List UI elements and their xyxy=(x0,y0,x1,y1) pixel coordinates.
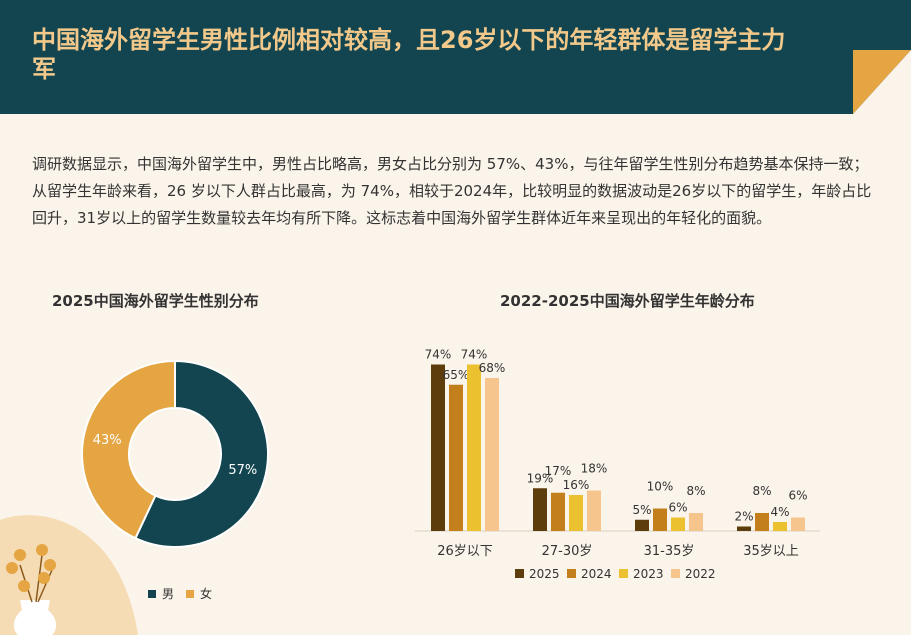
bar-label-2023-0: 74% xyxy=(461,348,488,362)
legend-label-2022: 2022 xyxy=(685,567,716,581)
legend-swatch-female xyxy=(186,589,195,598)
bar-label-2023-2: 6% xyxy=(668,501,687,515)
bar-2025-1 xyxy=(533,488,547,531)
bar-label-2024-3: 8% xyxy=(752,484,771,498)
legend-swatch-2025 xyxy=(515,569,524,578)
bar-2025-3 xyxy=(737,526,751,531)
bar-label-2024-0: 65% xyxy=(443,368,470,382)
legend-label-female: 女 xyxy=(200,587,213,601)
bar-2023-2 xyxy=(671,517,685,531)
bar-label-2025-2: 5% xyxy=(632,503,651,517)
bar-2022-3 xyxy=(791,517,805,531)
x-tick-label-2: 31-35岁 xyxy=(644,544,695,559)
age-bar-chart: 74%65%74%68%26岁以下19%17%16%18%27-30岁5%10%… xyxy=(415,348,820,581)
bar-2023-1 xyxy=(569,495,583,531)
bar-2022-2 xyxy=(689,513,703,531)
legend-swatch-2023 xyxy=(619,569,628,578)
x-tick-label-3: 35岁以上 xyxy=(743,544,799,559)
bar-label-2023-1: 16% xyxy=(563,478,590,492)
legend-swatch-2024 xyxy=(567,569,576,578)
pie-label-male: 57% xyxy=(228,463,257,478)
flower-vase-decoration xyxy=(0,515,138,635)
pie-chart-title: 2025中国海外留学生性别分布 xyxy=(52,292,259,310)
bar-label-2024-2: 10% xyxy=(647,480,674,494)
legend-label-2024: 2024 xyxy=(581,567,612,581)
legend-swatch-male xyxy=(148,589,156,598)
pie-slice-female xyxy=(81,359,176,540)
bar-chart-title: 2022-2025中国海外留学生年龄分布 xyxy=(500,292,755,310)
bar-2022-0 xyxy=(485,378,499,531)
legend-label-2025: 2025 xyxy=(529,567,560,581)
pie-legend: 男 女 xyxy=(148,585,218,602)
bar-label-2024-1: 17% xyxy=(545,464,572,478)
gender-donut-chart: 57% 43% xyxy=(81,359,269,548)
x-tick-label-0: 26岁以下 xyxy=(437,544,493,559)
bar-label-2025-1: 19% xyxy=(527,471,554,485)
bar-2024-2 xyxy=(653,508,667,531)
bar-2024-1 xyxy=(551,492,565,531)
bar-2025-2 xyxy=(635,519,649,531)
pie-label-female: 43% xyxy=(93,433,122,448)
legend-label-male: 男 xyxy=(162,587,175,601)
header-banner: 中国海外留学生男性比例相对较高，且26岁以下的年轻群体是留学主力军 xyxy=(0,0,911,114)
bar-label-2022-2: 8% xyxy=(686,484,705,498)
bar-2024-3 xyxy=(755,513,769,531)
page-title: 中国海外留学生男性比例相对较高，且26岁以下的年轻群体是留学主力军 xyxy=(32,26,786,83)
bar-2024-0 xyxy=(449,384,463,531)
bar-2023-0 xyxy=(467,364,481,531)
bar-label-2022-0: 68% xyxy=(479,361,506,375)
bar-label-2022-1: 18% xyxy=(581,462,608,476)
corner-decoration xyxy=(853,50,911,114)
description-text: 调研数据显示，中国海外留学生中，男性占比略高，男女占比分别为 57%、43%，与… xyxy=(32,155,872,227)
bar-label-2025-3: 2% xyxy=(734,510,753,524)
legend-label-2023: 2023 xyxy=(633,567,664,581)
bar-2025-0 xyxy=(431,364,445,531)
legend-swatch-2022 xyxy=(671,569,680,578)
bar-2022-1 xyxy=(587,490,601,531)
bar-label-2023-3: 4% xyxy=(770,505,789,519)
bar-label-2025-0: 74% xyxy=(425,348,452,362)
bar-label-2022-3: 6% xyxy=(788,489,807,503)
x-tick-label-1: 27-30岁 xyxy=(542,544,593,559)
pie-slice-male xyxy=(134,359,269,548)
bar-2023-3 xyxy=(773,522,787,531)
